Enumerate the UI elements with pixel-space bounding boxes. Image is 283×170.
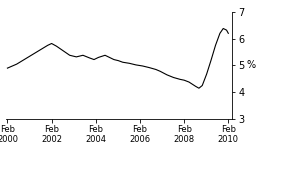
Y-axis label: %: % <box>247 61 256 70</box>
